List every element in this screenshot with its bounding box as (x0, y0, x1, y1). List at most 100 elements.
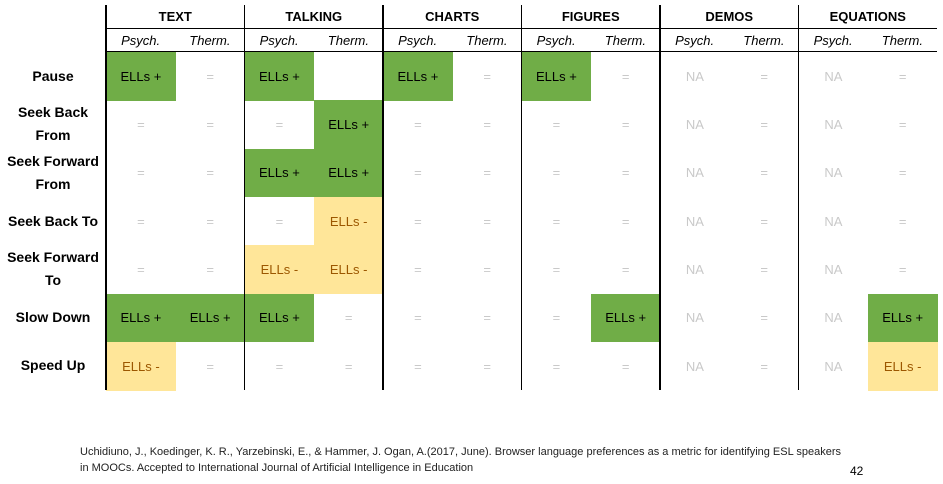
table-cell: = (760, 213, 768, 229)
table-cell: = (621, 117, 630, 133)
group-header: FIGURES (561, 9, 620, 24)
group-header: TALKING (285, 9, 343, 24)
row-label: Slow Down (15, 309, 91, 326)
sub-header: Psych. (259, 32, 299, 48)
table-cell: = (483, 310, 491, 326)
page-number: 42 (850, 464, 864, 478)
table-cell: = (137, 117, 145, 133)
group-divider (105, 5, 107, 391)
sub-header: Therm. (881, 32, 923, 48)
table-cell: = (414, 165, 422, 181)
table-cell: = (552, 358, 561, 374)
table-cell: ELLs + (244, 148, 315, 198)
table-cell: = (275, 213, 284, 229)
table-cell: = (483, 165, 491, 181)
group-header: TEXT (158, 9, 192, 24)
sub-header: Psych. (675, 32, 715, 48)
table-cell: = (344, 358, 353, 374)
group-header: CHARTS (425, 9, 480, 24)
table-cell: = (414, 262, 422, 278)
table-cell: ELLs + (244, 293, 315, 343)
table-cell: ELLs - (867, 341, 938, 391)
table-cell: = (898, 165, 907, 181)
table-cell: NA (824, 213, 843, 229)
row-label: Seek Forward To (7, 249, 99, 289)
table-cell: = (414, 310, 422, 326)
table-cell: = (898, 117, 907, 133)
sub-header: Psych. (121, 32, 161, 48)
table-cell: NA (824, 262, 843, 278)
table-cell: NA (824, 117, 843, 133)
row-label: Speed Up (20, 357, 86, 374)
sub-header: Psych. (536, 32, 576, 48)
table-cell: ELLs + (106, 293, 176, 343)
table-cell: = (483, 262, 491, 278)
table-cell: = (206, 68, 214, 84)
table-cell: ELLs + (383, 52, 453, 101)
table-cell: = (621, 213, 630, 229)
group-divider (659, 5, 661, 391)
table-cell: ELLs + (867, 293, 938, 343)
table-cell: = (483, 117, 491, 133)
sub-header: Therm. (743, 32, 785, 48)
table-cell: NA (685, 213, 704, 229)
table-cell: = (206, 165, 214, 181)
table-cell: ELLs - (313, 196, 384, 246)
table-cell: ELLs - (313, 245, 384, 294)
table-cell: ELLs + (244, 52, 315, 101)
table-cell: = (552, 262, 561, 278)
table-cell: = (552, 165, 561, 181)
group-divider (797, 5, 799, 391)
table-cell: ELLs + (106, 52, 176, 101)
table-cell: = (344, 310, 353, 326)
table-cell: = (621, 358, 630, 374)
table-cell: ELLs - (244, 245, 315, 294)
table-cell: ELLs + (175, 293, 245, 343)
sub-header: Psych. (813, 32, 853, 48)
table-cell: = (483, 358, 491, 374)
table-cell: = (621, 165, 630, 181)
table-cell: ELLs - (106, 341, 176, 391)
table-cell: = (898, 68, 907, 84)
table-cell: ELLs + (313, 100, 384, 150)
table-cell: = (137, 213, 145, 229)
table-cell: = (483, 68, 491, 84)
group-divider (382, 5, 384, 391)
table-cell: ELLs + (521, 52, 592, 101)
table-cell: ELLs + (313, 148, 384, 198)
group-divider (520, 5, 522, 391)
table-cell: = (137, 262, 145, 278)
row-label: Pause (32, 67, 74, 84)
table-cell: = (275, 117, 284, 133)
sub-header: Therm. (189, 32, 231, 48)
table-cell: = (760, 165, 768, 181)
table-cell: NA (685, 262, 704, 278)
row-label: Seek Back From (17, 104, 89, 144)
table-cell: NA (685, 358, 704, 374)
row-label: Seek Forward From (7, 152, 99, 192)
group-divider (243, 5, 245, 391)
table-cell: NA (685, 117, 704, 133)
table-cell: NA (824, 68, 843, 84)
table-cell: = (414, 117, 422, 133)
table-cell: = (760, 68, 768, 84)
group-header: DEMOS (705, 9, 754, 24)
group-header: EQUATIONS (829, 9, 906, 24)
table-cell: NA (685, 68, 704, 84)
table-cell: = (898, 262, 907, 278)
table-cell: = (206, 213, 214, 229)
table-cell: = (760, 358, 768, 374)
sub-header: Therm. (466, 32, 508, 48)
table-cell: = (137, 165, 145, 181)
table-cell: = (760, 117, 768, 133)
table-cell: NA (685, 165, 704, 181)
table-cell: = (552, 310, 561, 326)
table-cell: = (552, 213, 561, 229)
table-cell: NA (824, 310, 843, 326)
table-cell: = (898, 213, 907, 229)
table-cell: = (206, 262, 214, 278)
citation: Uchidiuno, J., Koedinger, K. R., Yarzebi… (80, 446, 842, 474)
table-cell: = (621, 68, 630, 84)
table-cell: NA (824, 358, 843, 374)
